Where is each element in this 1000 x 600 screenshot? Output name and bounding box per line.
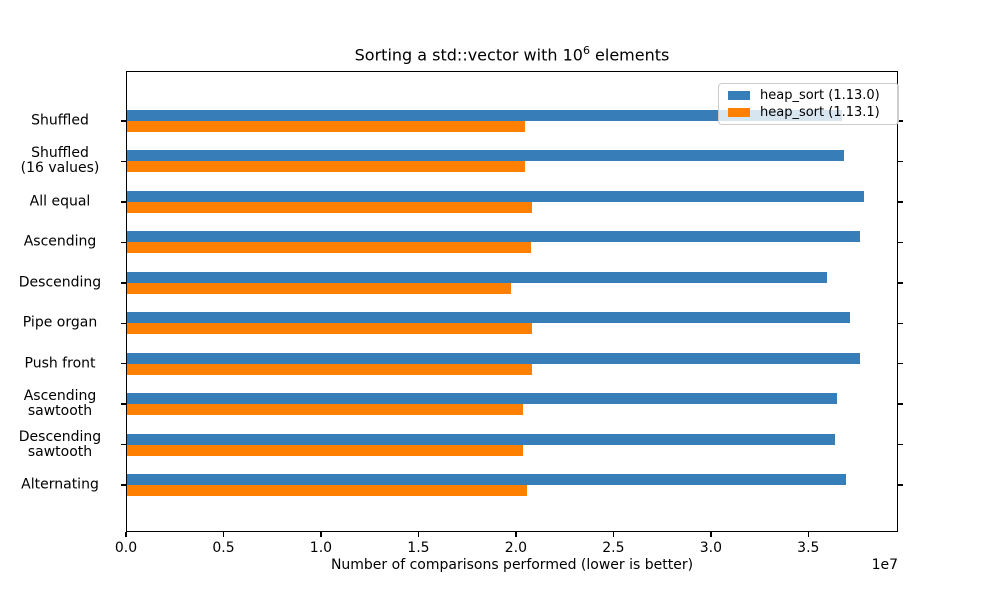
y-tick-left bbox=[121, 241, 126, 244]
bar-v1131 bbox=[127, 444, 523, 456]
legend-swatch-orange-icon bbox=[728, 108, 750, 117]
x-axis-label: Number of comparisons performed (lower i… bbox=[330, 557, 694, 573]
bar-v1131 bbox=[127, 121, 525, 132]
y-tick-label: Shuffled bbox=[31, 112, 89, 129]
y-tick-label: Ascending sawtooth bbox=[23, 388, 97, 420]
y-tick-label: Pipe organ bbox=[22, 314, 98, 331]
y-tick-right bbox=[898, 241, 903, 244]
y-tick-label: Alternating bbox=[21, 476, 99, 493]
y-tick-right bbox=[898, 120, 903, 122]
x-axis-scale-offset-label: 1e7 bbox=[871, 557, 898, 573]
y-tick-left bbox=[121, 322, 126, 324]
y-tick-right bbox=[898, 484, 903, 486]
x-tick-label: 1.0 bbox=[309, 540, 333, 556]
bar-v1130 bbox=[127, 110, 843, 121]
bar-v1130 bbox=[127, 231, 860, 243]
legend-label: heap_sort (1.13.1) bbox=[760, 105, 880, 120]
bar-v1131 bbox=[127, 242, 531, 254]
y-tick-right bbox=[898, 282, 903, 284]
y-tick-label: All equal bbox=[29, 193, 91, 210]
x-tick-label: 2.5 bbox=[602, 540, 625, 556]
bar-v1130 bbox=[127, 352, 860, 364]
y-tick-left bbox=[121, 201, 126, 203]
x-tick-label: 2.0 bbox=[504, 540, 528, 556]
x-tick-label: 0.0 bbox=[114, 540, 138, 556]
chart-title-suffix: elements bbox=[589, 45, 670, 65]
y-tick-right bbox=[898, 201, 903, 203]
y-tick-right bbox=[898, 403, 903, 405]
bar-v1130 bbox=[127, 393, 837, 405]
y-tick-right bbox=[898, 322, 903, 324]
x-tick-label: 1.5 bbox=[407, 540, 430, 556]
x-tick-label: 0.5 bbox=[212, 540, 235, 556]
legend-item: heap_sort (1.13.1) bbox=[725, 104, 892, 121]
y-tick-left bbox=[121, 443, 126, 446]
y-tick-label: Ascending bbox=[23, 233, 97, 250]
y-tick-right bbox=[898, 443, 903, 446]
bar-v1130 bbox=[127, 150, 845, 162]
x-tick bbox=[612, 532, 615, 537]
plot-area bbox=[121, 71, 903, 532]
chart-title-superscript: 6 bbox=[582, 44, 590, 57]
y-tick-left bbox=[121, 282, 126, 284]
y-tick-left bbox=[121, 362, 126, 365]
legend: heap_sort (1.13.0) heap_sort (1.13.1) bbox=[718, 83, 899, 125]
bar-v1131 bbox=[127, 201, 533, 213]
bar-v1130 bbox=[127, 312, 851, 324]
bar-v1130 bbox=[127, 271, 827, 283]
x-tick bbox=[417, 532, 420, 537]
axes-spines bbox=[126, 71, 898, 532]
y-tick-right bbox=[898, 362, 903, 365]
x-tick bbox=[515, 532, 517, 537]
y-tick-label: Shuffled (16 values) bbox=[20, 145, 100, 177]
x-tick bbox=[807, 532, 810, 537]
y-tick-label: Descending sawtooth bbox=[18, 428, 102, 460]
y-tick-left bbox=[121, 403, 126, 405]
x-tick bbox=[222, 532, 225, 537]
legend-swatch-blue-icon bbox=[728, 91, 750, 100]
y-tick-left bbox=[121, 160, 126, 163]
bar-v1130 bbox=[127, 474, 847, 486]
y-tick-label: Descending bbox=[18, 274, 102, 291]
x-tick-label: 3.5 bbox=[797, 540, 820, 556]
legend-label: heap_sort (1.13.0) bbox=[760, 88, 880, 103]
x-tick bbox=[320, 532, 322, 537]
bar-v1131 bbox=[127, 404, 523, 416]
x-tick bbox=[710, 532, 712, 537]
y-tick-left bbox=[121, 120, 126, 122]
x-tick bbox=[125, 532, 127, 537]
y-tick-left bbox=[121, 484, 126, 486]
bar-v1131 bbox=[127, 282, 512, 294]
chart-title-text: Sorting a std::vector with 10 bbox=[354, 45, 583, 65]
bar-v1131 bbox=[127, 323, 533, 335]
y-tick-right bbox=[898, 160, 903, 163]
y-tick-label: Push front bbox=[24, 355, 96, 372]
bar-v1130 bbox=[127, 433, 835, 445]
legend-item: heap_sort (1.13.0) bbox=[725, 87, 892, 104]
bar-v1131 bbox=[127, 161, 525, 173]
bar-v1131 bbox=[127, 363, 533, 375]
bar-v1130 bbox=[127, 190, 864, 202]
bar-v1131 bbox=[127, 485, 527, 497]
chart-title: Sorting a std::vector with 106 elements bbox=[126, 44, 898, 64]
x-tick-label: 3.0 bbox=[699, 540, 722, 556]
